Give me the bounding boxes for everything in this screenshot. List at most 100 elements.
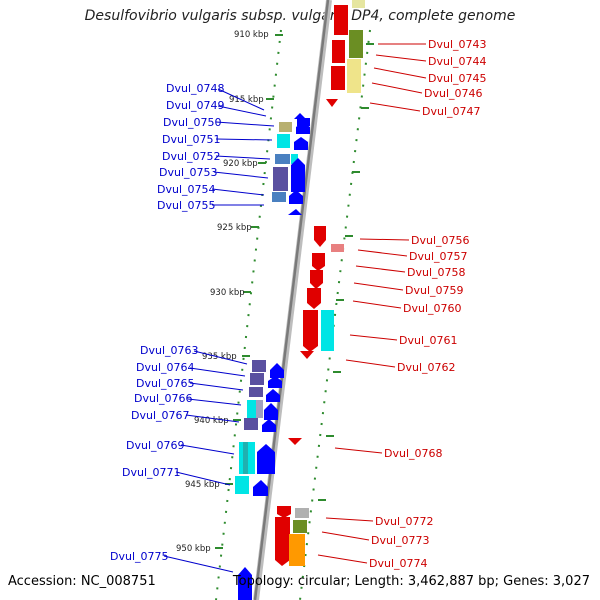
gene-label-dvul-0760[interactable]: Dvul_0760 bbox=[403, 302, 462, 315]
leader-line bbox=[213, 171, 269, 179]
gene-feature bbox=[289, 190, 303, 204]
gene-feature bbox=[303, 310, 318, 352]
gene-label-dvul-0753[interactable]: Dvul_0753 bbox=[159, 166, 218, 179]
gene-label-dvul-0762[interactable]: Dvul_0762 bbox=[397, 361, 456, 374]
leader-line bbox=[317, 554, 368, 564]
gene-feature bbox=[289, 534, 305, 566]
leader-line bbox=[349, 334, 398, 341]
gene-label-dvul-0767[interactable]: Dvul_0767 bbox=[131, 409, 190, 422]
gene-label-dvul-0765[interactable]: Dvul_0765 bbox=[136, 377, 195, 390]
gene-feature bbox=[295, 508, 309, 518]
gene-label-dvul-0775[interactable]: Dvul_0775 bbox=[110, 550, 169, 563]
leader-line bbox=[352, 300, 402, 309]
gene-label-dvul-0744[interactable]: Dvul_0744 bbox=[428, 55, 487, 68]
leader-line bbox=[369, 102, 421, 112]
gene-feature bbox=[252, 360, 266, 372]
gene-feature bbox=[253, 480, 268, 496]
gene-label-dvul-0761[interactable]: Dvul_0761 bbox=[399, 334, 458, 347]
gene-feature bbox=[296, 122, 310, 134]
gene-feature bbox=[243, 442, 248, 474]
tick-label-930: 930 kbp bbox=[210, 288, 245, 298]
leader-line bbox=[375, 54, 427, 62]
gene-feature bbox=[294, 113, 306, 119]
gene-feature bbox=[238, 567, 252, 600]
tick-label-950: 950 kbp bbox=[176, 544, 211, 554]
gene-feature bbox=[331, 66, 345, 90]
gene-label-dvul-0758[interactable]: Dvul_0758 bbox=[407, 266, 466, 279]
gene-feature bbox=[293, 520, 307, 533]
leader-line bbox=[189, 382, 244, 391]
gene-feature bbox=[266, 389, 280, 402]
gene-label-dvul-0749[interactable]: Dvul_0749 bbox=[166, 99, 225, 112]
gene-label-dvul-0747[interactable]: Dvul_0747 bbox=[422, 105, 481, 118]
gene-feature bbox=[277, 134, 290, 148]
gene-feature bbox=[334, 5, 348, 35]
gene-label-dvul-0752[interactable]: Dvul_0752 bbox=[162, 150, 221, 163]
leader-line bbox=[189, 367, 246, 377]
gene-label-dvul-0757[interactable]: Dvul_0757 bbox=[409, 250, 468, 263]
gene-label-dvul-0769[interactable]: Dvul_0769 bbox=[126, 439, 185, 452]
leader-line bbox=[345, 359, 396, 368]
inner-ruler-line bbox=[215, 29, 282, 600]
gene-label-dvul-0759[interactable]: Dvul_0759 bbox=[405, 284, 464, 297]
gene-label-dvul-0766[interactable]: Dvul_0766 bbox=[134, 392, 193, 405]
gene-feature bbox=[291, 154, 298, 164]
genome-backbone-core bbox=[253, 0, 330, 600]
plus-strand-features bbox=[235, 113, 310, 600]
leader-line bbox=[373, 67, 427, 79]
gene-feature bbox=[294, 137, 308, 150]
gene-feature bbox=[288, 438, 302, 445]
gene-label-dvul-0755[interactable]: Dvul_0755 bbox=[157, 199, 216, 212]
tick-label-910: 910 kbp bbox=[234, 30, 269, 40]
gene-feature bbox=[244, 418, 258, 430]
leader-line bbox=[215, 138, 273, 141]
leader-line bbox=[217, 105, 267, 117]
gene-feature bbox=[288, 209, 302, 215]
left-leaders bbox=[163, 88, 275, 573]
gene-label-dvul-0773[interactable]: Dvul_0773 bbox=[371, 534, 430, 547]
gene-label-dvul-0751[interactable]: Dvul_0751 bbox=[162, 133, 221, 146]
leader-line bbox=[359, 238, 410, 241]
outer-ruler-line bbox=[299, 29, 371, 600]
leader-line bbox=[175, 471, 231, 486]
outer-ticks bbox=[318, 43, 374, 501]
right-leaders bbox=[317, 43, 427, 564]
leader-line bbox=[334, 447, 383, 454]
gene-feature bbox=[268, 376, 282, 388]
gene-label-dvul-0763[interactable]: Dvul_0763 bbox=[140, 344, 199, 357]
gene-feature bbox=[256, 400, 263, 418]
gene-feature bbox=[310, 270, 323, 289]
gene-label-dvul-0754[interactable]: Dvul_0754 bbox=[157, 183, 216, 196]
gene-feature bbox=[250, 373, 264, 385]
gene-label-dvul-0745[interactable]: Dvul_0745 bbox=[428, 72, 487, 85]
leader-line bbox=[211, 188, 265, 196]
gene-feature bbox=[352, 0, 365, 8]
gene-label-dvul-0772[interactable]: Dvul_0772 bbox=[375, 515, 434, 528]
gene-feature bbox=[277, 506, 291, 518]
gene-feature bbox=[314, 226, 326, 247]
gene-feature bbox=[262, 419, 276, 432]
gene-label-dvul-0764[interactable]: Dvul_0764 bbox=[136, 361, 195, 374]
gene-label-dvul-0774[interactable]: Dvul_0774 bbox=[369, 557, 428, 570]
gene-feature bbox=[275, 517, 290, 566]
gene-label-dvul-0746[interactable]: Dvul_0746 bbox=[424, 87, 483, 100]
gene-feature bbox=[257, 444, 275, 474]
gene-label-dvul-0756[interactable]: Dvul_0756 bbox=[411, 234, 470, 247]
leader-line bbox=[217, 88, 265, 111]
gene-label-dvul-0750[interactable]: Dvul_0750 bbox=[163, 116, 222, 129]
map-title: Desulfovibrio vulgaris subsp. vulgaris D… bbox=[84, 8, 516, 24]
tick-label-925: 925 kbp bbox=[217, 223, 252, 233]
gene-label-dvul-0771[interactable]: Dvul_0771 bbox=[122, 466, 181, 479]
leader-line bbox=[193, 350, 248, 365]
leader-line bbox=[187, 398, 242, 406]
gene-feature bbox=[300, 351, 314, 359]
gene-label-dvul-0768[interactable]: Dvul_0768 bbox=[384, 447, 443, 460]
gene-feature bbox=[349, 30, 363, 58]
gene-label-dvul-0743[interactable]: Dvul_0743 bbox=[428, 38, 487, 51]
gene-feature bbox=[264, 403, 278, 420]
tick-label-945: 945 kbp bbox=[185, 480, 220, 490]
right-labels: Dvul_0743 Dvul_0744 Dvul_0745 Dvul_0746 … bbox=[369, 38, 487, 570]
leader-line bbox=[355, 265, 406, 273]
gene-label-dvul-0748[interactable]: Dvul_0748 bbox=[166, 82, 225, 95]
